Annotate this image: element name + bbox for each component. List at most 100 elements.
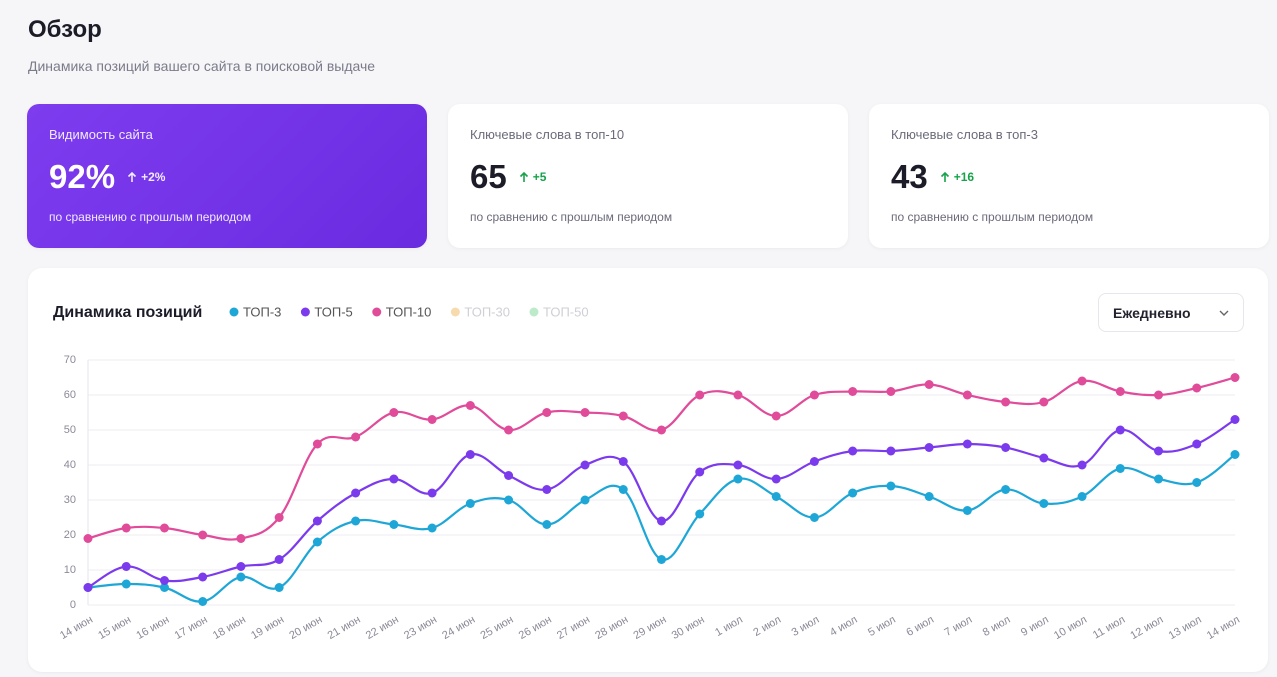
x-tick-label: 5 июл (866, 614, 898, 639)
x-tick-label: 21 июн (326, 614, 363, 642)
data-point (542, 485, 552, 494)
data-point (886, 481, 896, 491)
data-point (1230, 373, 1240, 382)
x-tick-label: 23 июн (402, 614, 439, 642)
data-point (733, 460, 743, 470)
data-point (771, 474, 781, 484)
data-point (886, 387, 896, 396)
data-point (657, 516, 666, 526)
arrow-up (127, 171, 137, 182)
data-point (1192, 383, 1202, 393)
data-point (351, 432, 361, 442)
select-text: Ежедневно (1113, 305, 1191, 321)
data-point (1230, 450, 1240, 459)
x-tick-label: 22 июн (364, 614, 401, 642)
data-point (312, 439, 322, 449)
stat-card: Видимость сайта 92% +2% по сравнению с п… (27, 104, 427, 248)
data-point (657, 555, 666, 564)
data-point (465, 499, 475, 508)
data-point (198, 597, 208, 606)
data-point (504, 471, 514, 480)
data-point (1230, 415, 1240, 424)
data-point (848, 446, 858, 456)
legend-label: ТОП-50 (543, 304, 589, 319)
data-point (580, 408, 590, 417)
card-change: +2% (127, 170, 165, 184)
data-point (1001, 485, 1011, 494)
x-tick-label: 6 июл (904, 614, 936, 639)
x-tick-label: 25 июн (479, 614, 516, 642)
period-select[interactable]: Ежедневно (1098, 293, 1244, 332)
x-tick-label: 17 июн (173, 614, 210, 642)
card-note: по сравнению с прошлым периодом (49, 210, 252, 224)
x-tick-label: 24 июн (440, 614, 477, 642)
data-point (312, 516, 322, 526)
data-point (1192, 439, 1202, 449)
data-point (121, 562, 131, 571)
data-point (657, 425, 666, 435)
card-value: 43 (891, 158, 928, 195)
data-point (1115, 464, 1125, 473)
data-point (389, 408, 399, 417)
data-point (1077, 460, 1087, 470)
card-note: по сравнению с прошлым периодом (891, 210, 1094, 224)
change-text: +2% (141, 170, 166, 184)
data-point (962, 439, 972, 449)
x-tick-label: 20 июн (287, 614, 324, 642)
chart-title: Динамика позиций (53, 304, 202, 321)
data-point (83, 583, 93, 592)
data-point (924, 380, 934, 389)
data-point (848, 488, 858, 498)
data-point (580, 460, 590, 470)
data-point (1154, 390, 1164, 400)
change-text: +16 (953, 170, 975, 184)
data-point (618, 411, 628, 421)
x-tick-label: 27 июн (555, 614, 592, 642)
chevron (1219, 310, 1229, 316)
x-tick-label: 28 июн (593, 614, 630, 642)
data-point (695, 509, 705, 519)
x-tick-label: 8 июл (981, 614, 1013, 639)
data-point (1115, 387, 1125, 396)
data-point (848, 387, 858, 396)
card-label: Ключевые слова в топ-10 (470, 127, 625, 142)
data-point (427, 523, 437, 533)
arrow-up (940, 171, 949, 182)
data-point (427, 415, 437, 424)
y-tick-label: 40 (64, 459, 76, 471)
x-tick-label: 4 июл (828, 614, 860, 639)
legend-dot (229, 307, 239, 317)
card-change: +5 (519, 170, 546, 184)
data-point (504, 425, 514, 435)
data-point (121, 579, 131, 589)
data-point (542, 408, 552, 417)
x-tick-label: 18 июн (211, 614, 248, 642)
data-point (924, 443, 934, 452)
x-tick-label: 14 июн (58, 614, 95, 642)
x-tick-label: 11 июл (1091, 614, 1127, 642)
legend-dot (529, 307, 539, 317)
data-point (542, 520, 552, 529)
card-note: по сравнению с прошлым периодом (470, 210, 673, 224)
x-tick-label: 19 июн (249, 614, 286, 642)
stat-card: Ключевые слова в топ-3 43 +16 по сравнен… (869, 104, 1269, 248)
legend-dot (300, 307, 310, 317)
data-point (924, 492, 934, 501)
card-change: +16 (940, 170, 974, 184)
data-point (312, 537, 322, 547)
chart: Динамика позиций ТОП-3 ТОП-5 ТОП-10 ТОП-30 Т… (53, 304, 1242, 642)
x-tick-label: 26 июн (517, 614, 554, 642)
x-tick-label: 2 июл (751, 614, 783, 639)
y-tick-label: 20 (64, 529, 76, 541)
x-tick-label: 3 июл (790, 614, 822, 639)
data-point (1039, 499, 1049, 508)
data-point (886, 446, 896, 456)
data-point (962, 506, 972, 515)
card-value: 92% (49, 158, 116, 195)
data-point (389, 474, 399, 484)
legend-label: ТОП-5 (314, 304, 352, 319)
y-tick-label: 60 (64, 389, 76, 401)
data-point (274, 555, 284, 564)
data-point (389, 520, 399, 529)
